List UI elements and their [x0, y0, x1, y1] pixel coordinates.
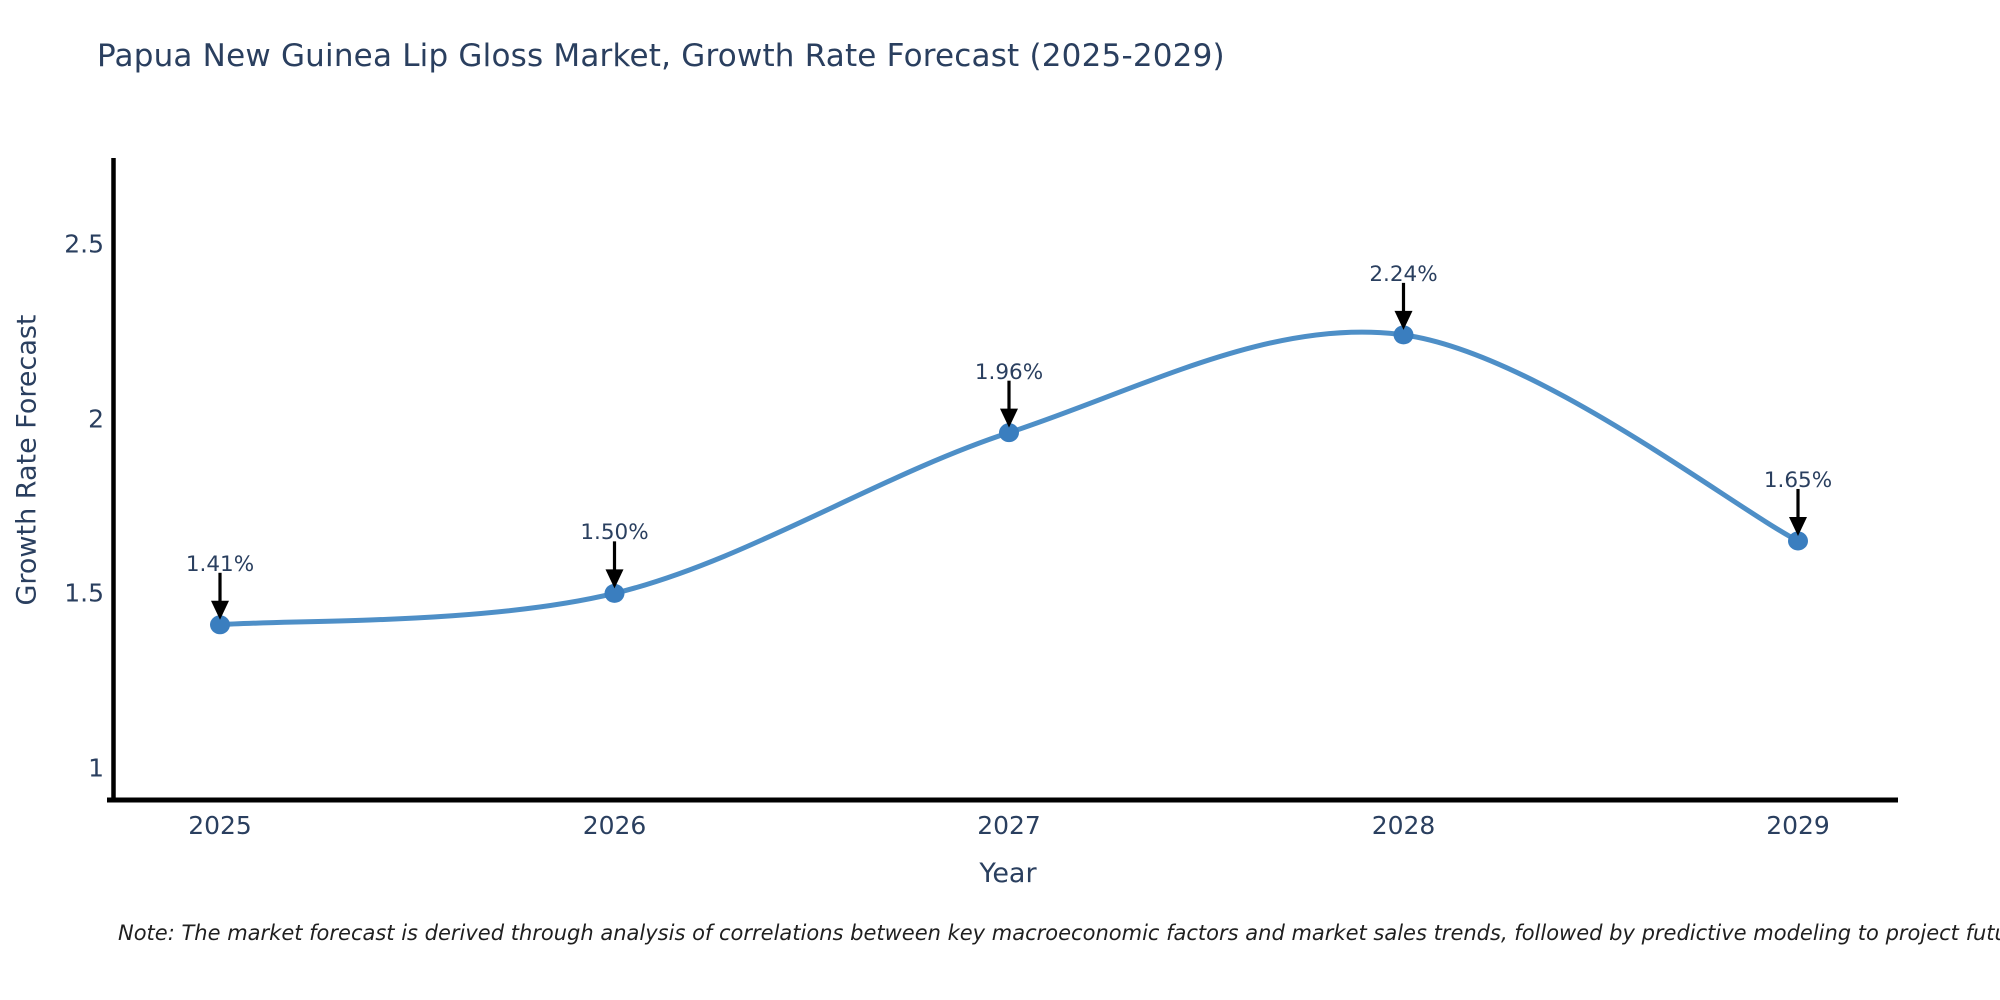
axes-group [107, 158, 1898, 803]
data-point-marker [210, 615, 230, 635]
annotation-arrow-head [1394, 310, 1413, 330]
data-point-label: 1.96% [974, 359, 1044, 385]
data-point-marker [999, 423, 1019, 443]
x-tick-label: 2028 [1371, 811, 1436, 840]
x-axis-title: Year [979, 858, 1037, 889]
footnote: Note: The market forecast is derived thr… [118, 921, 2000, 945]
y-tick-label: 2 [88, 404, 104, 434]
annotation-arrows-group [211, 282, 1807, 620]
y-tick-label: 2.5 [64, 229, 104, 259]
annotation-arrow-head [1000, 408, 1018, 428]
y-tick-label: 1.5 [64, 578, 104, 608]
x-tick-label: 2027 [977, 811, 1041, 840]
chart-title: Papua New Guinea Lip Gloss Market, Growt… [97, 38, 1225, 74]
annotation-arrow-head [211, 600, 229, 620]
y-axis-title: Growth Rate Forecast [11, 314, 43, 606]
data-point-label: 1.65% [1763, 467, 1833, 493]
line-series-group [210, 325, 1808, 635]
x-tick-label: 2029 [1766, 811, 1830, 840]
annotation-arrow-head [1789, 516, 1807, 536]
data-point-label: 1.50% [580, 520, 649, 546]
data-point-marker [604, 583, 625, 603]
data-point-marker [1788, 531, 1808, 551]
annotation-arrow-head [605, 569, 624, 589]
x-tick-label: 2025 [188, 811, 252, 840]
data-point-label: 2.24% [1369, 261, 1438, 287]
y-tick-label: 1 [88, 753, 104, 783]
data-point-marker [1393, 325, 1414, 345]
x-tick-label: 2026 [582, 811, 647, 840]
data-point-label: 1.41% [185, 551, 255, 577]
